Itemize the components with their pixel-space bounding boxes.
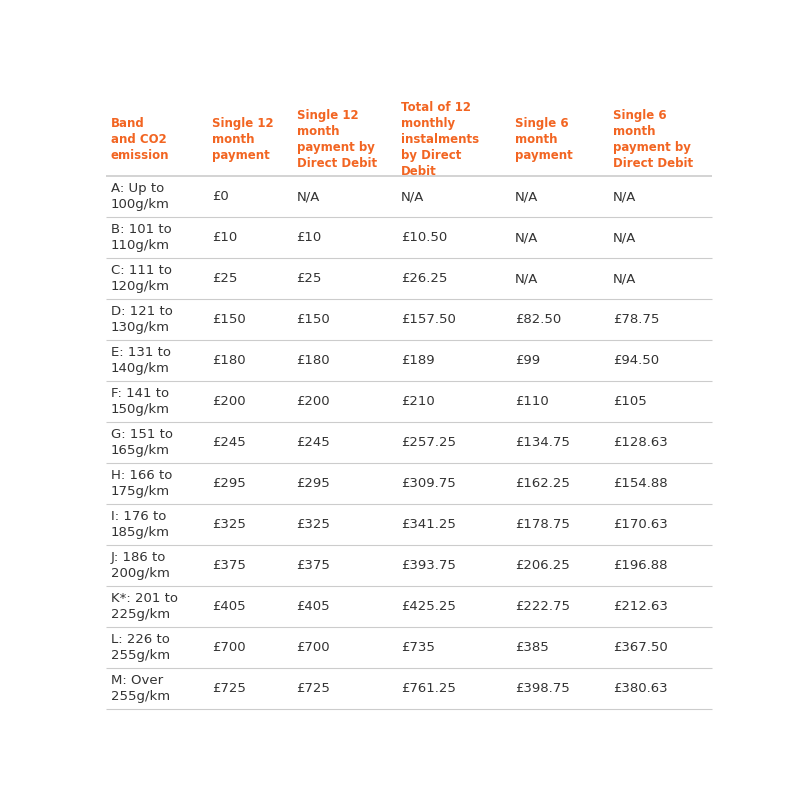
Text: £150: £150 xyxy=(297,313,330,326)
Text: £700: £700 xyxy=(297,641,330,654)
Text: Single 12
month
payment: Single 12 month payment xyxy=(212,118,274,162)
Text: A: Up to
100g/km: A: Up to 100g/km xyxy=(111,182,170,211)
Text: I: 176 to
185g/km: I: 176 to 185g/km xyxy=(111,510,170,539)
Text: N/A: N/A xyxy=(515,272,539,285)
Text: G: 151 to
165g/km: G: 151 to 165g/km xyxy=(111,428,173,457)
Text: £170.63: £170.63 xyxy=(613,518,667,531)
Text: N/A: N/A xyxy=(515,190,539,203)
Text: £385: £385 xyxy=(515,641,549,654)
Text: £375: £375 xyxy=(212,559,246,572)
Text: Band
and CO2
emission: Band and CO2 emission xyxy=(111,118,169,162)
Text: L: 226 to
255g/km: L: 226 to 255g/km xyxy=(111,633,170,662)
Text: J: 186 to
200g/km: J: 186 to 200g/km xyxy=(111,551,170,580)
Text: E: 131 to
140g/km: E: 131 to 140g/km xyxy=(111,346,171,375)
Text: £206.25: £206.25 xyxy=(515,559,570,572)
Text: C: 111 to
120g/km: C: 111 to 120g/km xyxy=(111,264,172,293)
Text: £212.63: £212.63 xyxy=(613,600,668,613)
Text: £134.75: £134.75 xyxy=(515,436,570,449)
Text: £245: £245 xyxy=(297,436,330,449)
Text: £725: £725 xyxy=(297,682,330,695)
Text: Single 6
month
payment by
Direct Debit: Single 6 month payment by Direct Debit xyxy=(613,110,693,170)
Text: £393.75: £393.75 xyxy=(401,559,456,572)
Text: N/A: N/A xyxy=(613,231,636,244)
Text: £180: £180 xyxy=(297,354,330,367)
Text: £162.25: £162.25 xyxy=(515,477,570,490)
Text: £210: £210 xyxy=(401,395,435,408)
Text: K*: 201 to
225g/km: K*: 201 to 225g/km xyxy=(111,592,178,621)
Text: £178.75: £178.75 xyxy=(515,518,570,531)
Text: £25: £25 xyxy=(297,272,322,285)
Text: N/A: N/A xyxy=(613,190,636,203)
Text: £257.25: £257.25 xyxy=(401,436,456,449)
Text: Single 12
month
payment by
Direct Debit: Single 12 month payment by Direct Debit xyxy=(297,110,377,170)
Text: £0: £0 xyxy=(212,190,229,203)
Text: £26.25: £26.25 xyxy=(401,272,447,285)
Text: £110: £110 xyxy=(515,395,549,408)
Text: M: Over
255g/km: M: Over 255g/km xyxy=(111,674,170,703)
Text: £94.50: £94.50 xyxy=(613,354,659,367)
Text: £295: £295 xyxy=(297,477,330,490)
Text: D: 121 to
130g/km: D: 121 to 130g/km xyxy=(111,305,172,334)
Text: H: 166 to
175g/km: H: 166 to 175g/km xyxy=(111,469,172,498)
Text: £78.75: £78.75 xyxy=(613,313,659,326)
Text: £196.88: £196.88 xyxy=(613,559,667,572)
Text: £10: £10 xyxy=(297,231,322,244)
Text: £367.50: £367.50 xyxy=(613,641,667,654)
Text: £157.50: £157.50 xyxy=(401,313,456,326)
Text: £405: £405 xyxy=(297,600,330,613)
Text: £222.75: £222.75 xyxy=(515,600,570,613)
Text: Single 6
month
payment: Single 6 month payment xyxy=(515,118,573,162)
Text: £10: £10 xyxy=(212,231,237,244)
Text: N/A: N/A xyxy=(401,190,425,203)
Text: £375: £375 xyxy=(297,559,330,572)
Text: £82.50: £82.50 xyxy=(515,313,561,326)
Text: £105: £105 xyxy=(613,395,646,408)
Text: N/A: N/A xyxy=(297,190,320,203)
Text: £180: £180 xyxy=(212,354,246,367)
Text: £150: £150 xyxy=(212,313,246,326)
Text: N/A: N/A xyxy=(515,231,539,244)
Text: £25: £25 xyxy=(212,272,237,285)
Text: £295: £295 xyxy=(212,477,246,490)
Text: £154.88: £154.88 xyxy=(613,477,667,490)
Text: B: 101 to
110g/km: B: 101 to 110g/km xyxy=(111,223,172,252)
Text: £325: £325 xyxy=(212,518,246,531)
Text: £99: £99 xyxy=(515,354,540,367)
Text: N/A: N/A xyxy=(613,272,636,285)
Text: £735: £735 xyxy=(401,641,435,654)
Text: F: 141 to
150g/km: F: 141 to 150g/km xyxy=(111,387,170,416)
Text: £128.63: £128.63 xyxy=(613,436,667,449)
Text: £189: £189 xyxy=(401,354,435,367)
Text: £700: £700 xyxy=(212,641,246,654)
Text: £200: £200 xyxy=(297,395,330,408)
Text: £761.25: £761.25 xyxy=(401,682,456,695)
Text: £725: £725 xyxy=(212,682,246,695)
Text: £245: £245 xyxy=(212,436,246,449)
Text: £380.63: £380.63 xyxy=(613,682,667,695)
Text: £341.25: £341.25 xyxy=(401,518,456,531)
Text: £309.75: £309.75 xyxy=(401,477,456,490)
Text: £405: £405 xyxy=(212,600,246,613)
Text: £425.25: £425.25 xyxy=(401,600,456,613)
Text: £398.75: £398.75 xyxy=(515,682,570,695)
Text: £325: £325 xyxy=(297,518,330,531)
Text: £200: £200 xyxy=(212,395,246,408)
Text: Total of 12
monthly
instalments
by Direct
Debit: Total of 12 monthly instalments by Direc… xyxy=(401,102,479,178)
Text: £10.50: £10.50 xyxy=(401,231,447,244)
